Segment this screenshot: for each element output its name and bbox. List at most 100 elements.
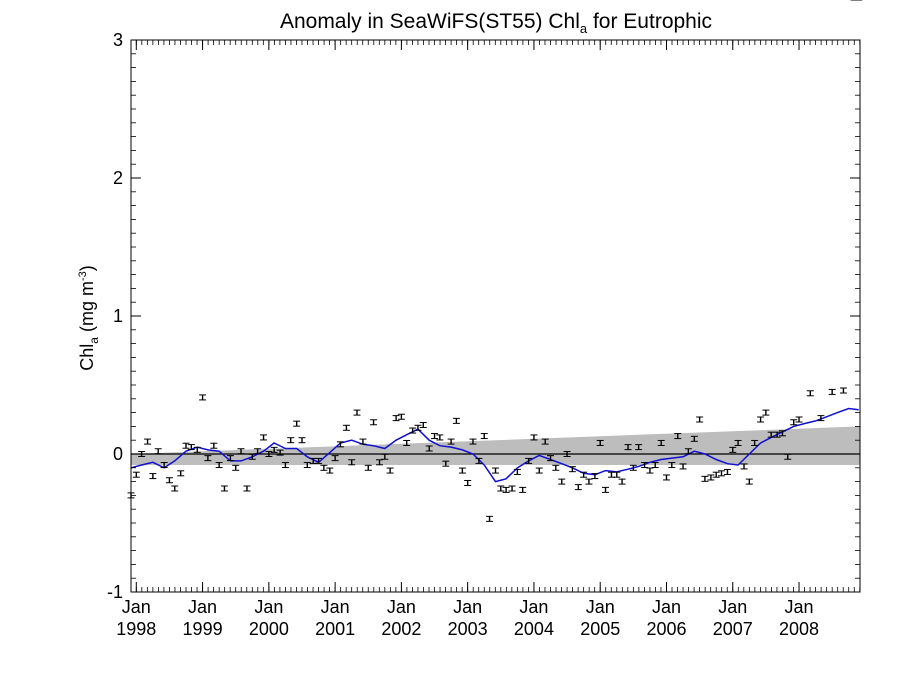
anomaly-point — [326, 467, 334, 474]
anomaly-point — [199, 394, 207, 401]
anomaly-point — [492, 467, 499, 474]
x-tick-label-year: 2008 — [779, 619, 819, 639]
anomaly-point — [226, 455, 234, 462]
anomaly-point — [281, 462, 289, 469]
anomaly-point — [464, 479, 472, 486]
anomaly-point — [187, 444, 195, 451]
anomaly-point — [165, 477, 173, 484]
anomaly-point — [839, 387, 847, 394]
anomaly-point — [436, 434, 444, 441]
anomaly-point — [773, 431, 781, 438]
anomaly-point — [806, 390, 814, 397]
anomaly-point — [260, 434, 268, 441]
anomaly-point — [336, 441, 344, 448]
anomaly-point — [232, 464, 240, 471]
anomaly-point — [790, 419, 798, 426]
anomaly-point — [729, 446, 737, 453]
anomaly-point — [646, 467, 654, 474]
anomaly-point — [574, 484, 582, 491]
anomaly-point — [767, 431, 775, 438]
anomaly-point — [276, 449, 284, 456]
anomaly-point — [342, 424, 350, 431]
anomaly-point — [585, 478, 593, 485]
anomaly-point — [243, 485, 251, 492]
anomaly-point — [414, 424, 422, 431]
anomaly-point — [641, 462, 649, 469]
anomaly-point — [762, 409, 770, 416]
anomaly-point — [220, 485, 228, 492]
anomaly-point — [370, 419, 378, 426]
x-tick-label-year: 2007 — [713, 619, 753, 639]
anomaly-point — [690, 435, 698, 442]
anomaly-point — [513, 468, 521, 475]
anomaly-point — [624, 444, 632, 451]
anomaly-point — [409, 427, 417, 434]
anomaly-point — [458, 467, 466, 474]
anomaly-point — [707, 474, 715, 481]
anomaly-point — [817, 415, 825, 422]
x-tick-label-month: Jan — [321, 597, 350, 617]
anomaly-point — [535, 467, 543, 474]
trend-band-layer — [131, 426, 860, 466]
anomaly-point — [193, 446, 201, 453]
anomaly-point — [525, 457, 533, 464]
anomaly-point — [248, 453, 256, 460]
anomaly-point — [717, 470, 725, 477]
anomaly-point — [530, 434, 538, 441]
x-tick-label-month: Jan — [122, 597, 151, 617]
anomaly-point — [132, 471, 140, 478]
anomaly-point — [486, 515, 494, 522]
anomaly-point — [298, 437, 306, 444]
anomaly-point — [651, 462, 659, 469]
anomaly-point — [204, 455, 212, 462]
chart-title: Anomaly in SeaWiFS(ST55) Chla for Eutrop… — [280, 10, 712, 36]
anomaly-point — [154, 448, 162, 455]
ticks-layer: -10123Jan1998Jan1999Jan2000Jan2001Jan200… — [107, 30, 861, 639]
anomaly-point — [392, 415, 400, 422]
y-tick-label: 1 — [113, 306, 123, 326]
anomaly-point — [149, 473, 157, 480]
anomaly-point — [784, 453, 792, 460]
x-tick-label-month: Jan — [586, 597, 615, 617]
anomaly-point — [381, 453, 389, 460]
x-tick-label-month: Jan — [254, 597, 283, 617]
anomaly-point — [778, 430, 786, 437]
anomaly-point — [734, 439, 742, 446]
anomaly-point — [674, 433, 682, 440]
anomaly-point — [469, 438, 477, 445]
y-axis-label: Chla (mg m-3) — [77, 265, 101, 370]
anomaly-point — [452, 417, 460, 424]
anomaly-point — [293, 420, 301, 427]
anomaly-point — [419, 422, 427, 429]
x-tick-label-year: 2004 — [514, 619, 554, 639]
anomaly-point — [552, 464, 560, 471]
x-tick-label-month: Jan — [387, 597, 416, 617]
x-tick-label-year: 2006 — [646, 619, 686, 639]
x-tick-label-month: Jan — [785, 597, 814, 617]
anomaly-point — [607, 471, 615, 478]
anomaly-point — [171, 485, 179, 492]
x-tick-label-year: 2001 — [315, 619, 355, 639]
anomaly-point — [447, 438, 455, 445]
anomaly-point — [580, 471, 588, 478]
anomaly-point — [287, 437, 295, 444]
trend-confidence-band — [131, 426, 860, 466]
anomaly-point — [602, 486, 610, 493]
anomaly-point — [210, 442, 218, 449]
anomaly-point — [254, 448, 262, 455]
anomaly-point — [397, 413, 405, 420]
x-tick-label-year: 2005 — [580, 619, 620, 639]
anomaly-point — [596, 439, 604, 446]
anomaly-point — [668, 462, 676, 469]
anomaly-point — [303, 462, 311, 469]
anomaly-points-layer — [127, 0, 863, 522]
axes-layer — [130, 39, 861, 593]
anomaly-point — [723, 468, 731, 475]
y-tick-label: 0 — [113, 444, 123, 464]
anomaly-point — [431, 433, 439, 440]
x-tick-label-year: 2000 — [249, 619, 289, 639]
anomaly-point — [364, 464, 372, 471]
x-tick-label-month: Jan — [718, 597, 747, 617]
anomaly-point — [591, 473, 599, 480]
anomaly-point — [403, 439, 411, 446]
